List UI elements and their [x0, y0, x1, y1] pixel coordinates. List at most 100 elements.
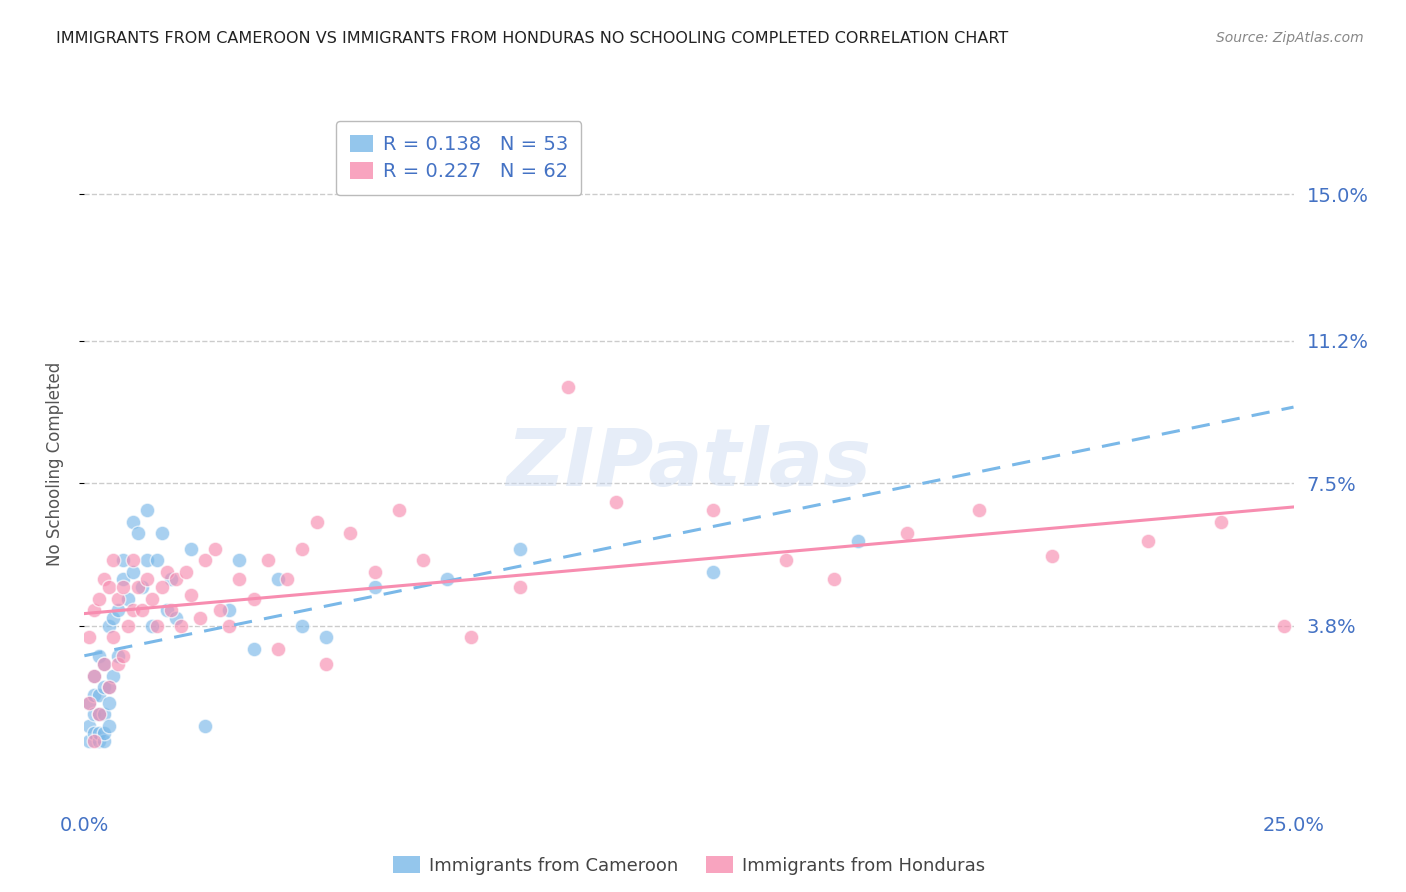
Point [117, 591, 139, 606]
Point [93, 680, 115, 694]
Point [136, 573, 159, 587]
Point [141, 591, 163, 606]
Point [93, 726, 115, 740]
Point [93, 707, 115, 722]
Point [83, 726, 105, 740]
Point [77, 696, 100, 710]
Point [702, 565, 724, 579]
Point [146, 618, 169, 632]
Point [93, 734, 115, 748]
Point [557, 380, 579, 394]
Point [291, 541, 314, 556]
Point [87, 707, 110, 722]
Point [315, 630, 337, 644]
Point [117, 618, 139, 632]
Point [93, 657, 115, 672]
Point [165, 573, 187, 587]
Point [150, 580, 173, 594]
Point [267, 641, 290, 656]
Point [112, 553, 135, 567]
Point [121, 553, 143, 567]
Point [93, 657, 115, 672]
Point [160, 573, 183, 587]
Point [174, 565, 197, 579]
Point [190, 611, 212, 625]
Point [87, 726, 110, 740]
Point [83, 603, 105, 617]
Point [131, 580, 153, 594]
Point [605, 495, 627, 509]
Point [160, 603, 183, 617]
Point [155, 565, 177, 579]
Text: ZIPatlas: ZIPatlas [506, 425, 872, 503]
Point [509, 580, 531, 594]
Point [823, 573, 845, 587]
Point [846, 533, 869, 548]
Point [83, 734, 105, 748]
Point [77, 630, 100, 644]
Point [107, 603, 129, 617]
Point [218, 603, 240, 617]
Point [363, 580, 385, 594]
Point [107, 649, 129, 664]
Point [77, 719, 100, 733]
Point [1137, 533, 1160, 548]
Point [967, 503, 990, 517]
Point [315, 657, 337, 672]
Text: IMMIGRANTS FROM CAMEROON VS IMMIGRANTS FROM HONDURAS NO SCHOOLING COMPLETED CORR: IMMIGRANTS FROM CAMEROON VS IMMIGRANTS F… [56, 31, 1008, 46]
Point [257, 553, 280, 567]
Point [103, 669, 125, 683]
Point [242, 591, 264, 606]
Point [87, 688, 110, 702]
Point [112, 573, 135, 587]
Point [339, 526, 361, 541]
Point [165, 611, 187, 625]
Point [702, 503, 724, 517]
Point [180, 588, 202, 602]
Point [170, 618, 193, 632]
Point [121, 565, 143, 579]
Point [93, 573, 115, 587]
Point [127, 526, 149, 541]
Y-axis label: No Schooling Completed: No Schooling Completed [45, 362, 63, 566]
Point [1209, 515, 1232, 529]
Point [388, 503, 411, 517]
Point [103, 611, 125, 625]
Point [103, 630, 125, 644]
Point [97, 680, 120, 694]
Text: Source: ZipAtlas.com: Source: ZipAtlas.com [1216, 31, 1364, 45]
Point [121, 603, 143, 617]
Point [276, 573, 298, 587]
Point [97, 580, 120, 594]
Point [97, 618, 120, 632]
Point [146, 553, 169, 567]
Point [77, 734, 100, 748]
Point [155, 603, 177, 617]
Point [112, 649, 135, 664]
Point [775, 553, 797, 567]
Point [83, 669, 105, 683]
Point [121, 515, 143, 529]
Point [460, 630, 482, 644]
Point [412, 553, 434, 567]
Point [291, 618, 314, 632]
Point [97, 696, 120, 710]
Point [1272, 618, 1295, 632]
Point [208, 603, 231, 617]
Point [103, 553, 125, 567]
Point [87, 649, 110, 664]
Point [136, 503, 159, 517]
Point [97, 680, 120, 694]
Point [204, 541, 226, 556]
Point [267, 573, 290, 587]
Point [305, 515, 328, 529]
Point [97, 719, 120, 733]
Point [509, 541, 531, 556]
Point [180, 541, 202, 556]
Point [83, 688, 105, 702]
Point [228, 553, 250, 567]
Point [194, 553, 217, 567]
Point [83, 707, 105, 722]
Point [436, 573, 458, 587]
Point [363, 565, 385, 579]
